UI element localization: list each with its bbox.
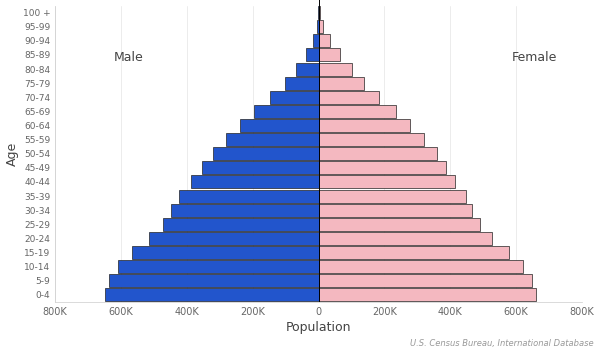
Text: U.S. Census Bureau, International Database: U.S. Census Bureau, International Databa…	[410, 339, 594, 348]
Bar	[319, 133, 424, 146]
Bar	[319, 232, 492, 245]
Bar	[226, 133, 319, 146]
Bar	[319, 218, 480, 231]
Bar	[317, 20, 319, 33]
Bar	[319, 119, 410, 132]
Bar	[313, 34, 319, 47]
Bar	[319, 105, 396, 118]
Bar	[319, 161, 446, 174]
Bar	[319, 48, 340, 62]
Bar	[270, 91, 319, 104]
Bar	[240, 119, 319, 132]
Bar	[319, 190, 466, 203]
Bar	[109, 274, 319, 287]
Bar	[319, 175, 455, 188]
Bar	[319, 204, 472, 217]
Bar	[285, 77, 319, 90]
Bar	[319, 91, 379, 104]
Text: Male: Male	[114, 51, 144, 64]
Bar	[319, 147, 437, 160]
Bar	[319, 77, 364, 90]
Bar	[319, 260, 523, 273]
Bar	[118, 260, 319, 273]
Bar	[319, 63, 352, 76]
Bar	[179, 190, 319, 203]
Bar	[319, 288, 536, 301]
Text: Female: Female	[512, 51, 557, 64]
Bar	[319, 274, 532, 287]
Bar	[149, 232, 319, 245]
Bar	[319, 20, 323, 33]
Bar	[306, 48, 319, 62]
Bar	[213, 147, 319, 160]
Bar	[191, 175, 319, 188]
Bar	[319, 246, 509, 259]
Bar	[131, 246, 319, 259]
Bar	[171, 204, 319, 217]
Bar	[319, 34, 330, 47]
Bar	[105, 288, 319, 301]
Bar	[163, 218, 319, 231]
Bar	[319, 6, 320, 19]
Y-axis label: Age: Age	[5, 142, 19, 166]
Bar	[202, 161, 319, 174]
X-axis label: Population: Population	[286, 321, 352, 334]
Bar	[296, 63, 319, 76]
Bar	[254, 105, 319, 118]
